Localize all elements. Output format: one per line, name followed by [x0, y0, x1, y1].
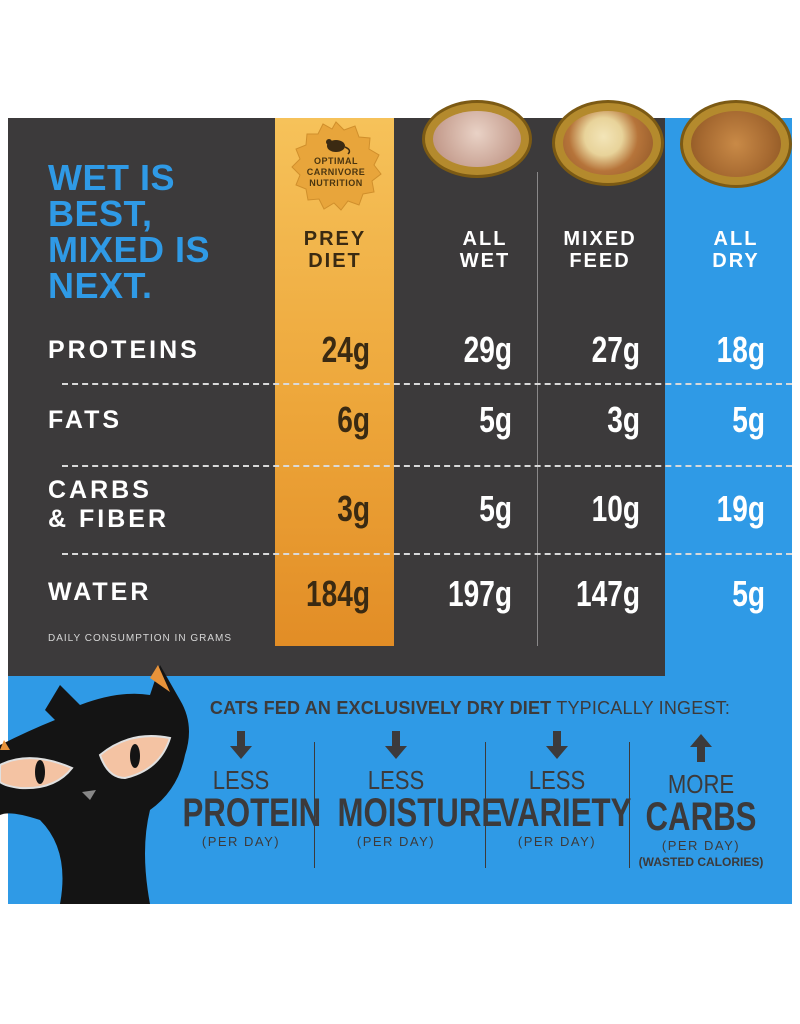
value-cell: 27g: [591, 329, 640, 370]
effect-direction: LESS: [528, 765, 586, 795]
value-cell: 29g: [463, 329, 512, 370]
dry-diet-heading: CATS FED AN EXCLUSIVELY DRY DIET TYPICAL…: [150, 698, 790, 719]
prey-diet-column-bg: [275, 118, 394, 646]
value-cell: 18g: [716, 329, 765, 370]
effect-protein: LESS PROTEIN (PER DAY): [166, 731, 322, 849]
column-divider: [537, 172, 538, 646]
value-cell: 5g: [479, 399, 512, 440]
row-divider: [62, 553, 792, 555]
effect-divider: [629, 742, 630, 868]
effect-moisture: LESS MOISTURE (PER DAY): [321, 731, 503, 849]
row-label-carbs-fiber: CARBS & FIBER: [48, 476, 169, 533]
value-cell: 5g: [732, 399, 765, 440]
dry-diet-heading-bold: CATS FED AN EXCLUSIVELY DRY DIET: [209, 698, 552, 718]
value-cell: 147g: [575, 573, 640, 614]
effect-period: (PER DAY): [356, 834, 436, 849]
value-cell: 5g: [479, 488, 512, 529]
dry-diet-heading-light: TYPICALLY INGEST:: [551, 698, 731, 718]
black-cat-icon: [0, 665, 189, 904]
down-arrow-icon: [546, 731, 568, 759]
effect-direction: LESS: [367, 765, 425, 795]
value-cell: 10g: [591, 488, 640, 529]
column-header-all-dry: ALL DRY: [712, 228, 760, 272]
row-divider: [62, 465, 792, 467]
wet-food-bowl-icon: [422, 100, 532, 178]
up-arrow-icon: [690, 734, 712, 762]
effect-nutrient: CARBS: [645, 795, 757, 839]
value-cell: 3g: [607, 399, 640, 440]
effect-nutrient: MOISTURE: [337, 791, 503, 835]
down-arrow-icon: [230, 731, 252, 759]
value-cell: 197g: [447, 573, 512, 614]
badge-text: OPTIMAL CARNIVORE NUTRITION: [306, 156, 366, 188]
value-cell: 6g: [337, 399, 370, 440]
table-note: DAILY CONSUMPTION IN GRAMS: [48, 633, 232, 644]
value-cell: 5g: [732, 573, 765, 614]
effect-nutrient: VARIETY: [498, 791, 632, 835]
column-header-all-wet: ALL WET: [459, 228, 511, 272]
effect-direction: LESS: [212, 765, 270, 795]
value-cell: 184g: [305, 573, 370, 614]
mixed-food-bowl-icon: [552, 100, 664, 186]
row-label-water: WATER: [48, 578, 152, 606]
column-header-mixed-feed: MIXED FEED: [563, 228, 637, 272]
dry-food-bowl-icon: [680, 100, 792, 188]
effect-divider: [314, 742, 315, 868]
effect-extra-note: (WASTED CALORIES): [638, 855, 764, 869]
all-dry-column-bg: [665, 118, 792, 676]
effect-divider: [485, 742, 486, 868]
effect-nutrient: PROTEIN: [182, 791, 322, 835]
effect-carbs: MORE CARBS (PER DAY) (WASTED CALORIES): [626, 734, 776, 869]
headline: WET IS BEST, MIXED IS NEXT.: [48, 157, 211, 306]
row-divider: [62, 383, 792, 385]
row-label-fats: FATS: [48, 406, 123, 434]
row-label-proteins: PROTEINS: [48, 336, 200, 364]
down-arrow-icon: [385, 731, 407, 759]
effect-period: (PER DAY): [201, 834, 281, 849]
effect-period: (PER DAY): [661, 838, 741, 853]
mouse-icon: [326, 139, 351, 155]
effect-period: (PER DAY): [517, 834, 597, 849]
value-cell: 24g: [321, 329, 370, 370]
value-cell: 19g: [716, 488, 765, 529]
column-header-prey-diet: PREY DIET: [303, 228, 367, 272]
carnivore-badge-icon: [291, 121, 382, 211]
value-cell: 3g: [337, 488, 370, 529]
effect-variety: LESS VARIETY (PER DAY): [482, 731, 632, 849]
effect-direction: MORE: [667, 769, 735, 799]
